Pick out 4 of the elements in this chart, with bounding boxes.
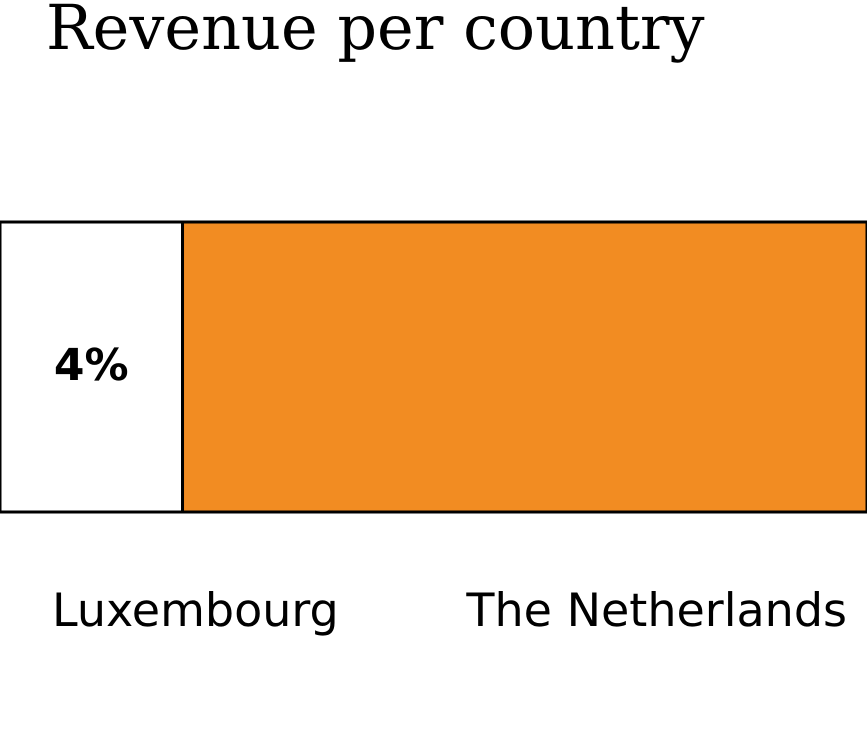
series-label: The Netherlands bbox=[465, 583, 847, 637]
data-label: 4% bbox=[54, 340, 129, 391]
chart-title: Revenue per country bbox=[46, 0, 705, 64]
series-label: Luxembourg bbox=[52, 583, 339, 637]
